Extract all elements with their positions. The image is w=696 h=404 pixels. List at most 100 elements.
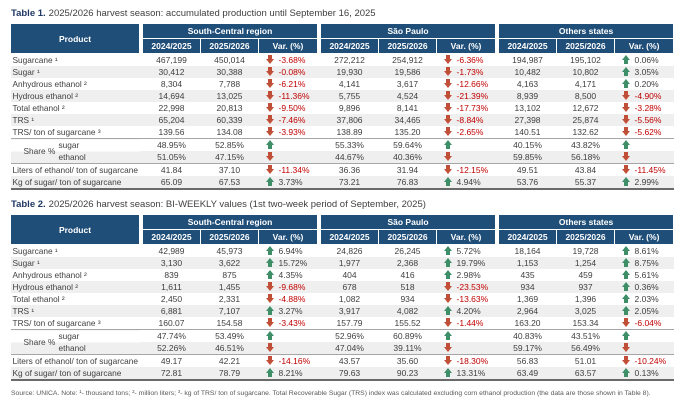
- up-arrow-icon: [265, 331, 275, 340]
- value-cell: 139.56: [142, 126, 201, 139]
- value-cell: 1,977: [320, 257, 379, 269]
- up-arrow-icon: [265, 270, 275, 279]
- column-gap: [317, 329, 321, 342]
- value-cell: 19,930: [320, 66, 379, 78]
- variation-cell: 19.79%: [436, 257, 496, 269]
- up-arrow-icon: [265, 246, 275, 255]
- value-cell: 13,102: [498, 102, 557, 114]
- column-gap: [317, 269, 321, 281]
- value-cell: 22,998: [142, 102, 201, 114]
- value-cell: 53.76: [498, 176, 557, 190]
- value-cell: 43.57: [320, 354, 379, 367]
- column-gap: [495, 102, 499, 114]
- value-cell: 194,987: [498, 53, 557, 66]
- variation-cell: -6.21%: [258, 78, 318, 90]
- variation-cell: -4.88%: [258, 293, 318, 305]
- variation-cell: 2.99%: [614, 176, 674, 190]
- value-cell: 65.09: [142, 176, 201, 190]
- variation-value: -3.68%: [278, 55, 306, 65]
- column-gap: [495, 257, 499, 269]
- table-row: Kg of sugar/ ton of sugarcane 72.81 78.79 8…: [10, 367, 674, 381]
- value-cell: 3,130: [142, 257, 201, 269]
- value-cell: 875: [200, 269, 259, 281]
- down-arrow-icon: [265, 55, 275, 64]
- table-section-1: Table 1. 2025/2026 harvest season: accumu…: [10, 8, 696, 190]
- variation-cell: -5.62%: [614, 126, 674, 139]
- table-row: Sugarcane ¹ 42,989 45,973 6.94% 24,826 26,245…: [10, 244, 674, 257]
- variation-value: -11.36%: [278, 91, 310, 101]
- up-arrow-icon: [621, 79, 631, 88]
- variation-cell: [436, 329, 496, 342]
- column-gap: [495, 354, 499, 367]
- down-arrow-icon: [443, 282, 453, 291]
- value-cell: 140.51: [498, 126, 557, 139]
- column-gap: [139, 66, 143, 78]
- table-row: 52.26% 46.51% 47.04% 39.11% 59.17% 56.49%: [11, 342, 674, 355]
- year-column-header: 2024/2025: [498, 229, 558, 245]
- variation-value: -18.30%: [456, 356, 489, 366]
- column-gap: [317, 244, 321, 257]
- value-cell: 254,912: [378, 53, 437, 66]
- column-gap: [317, 342, 321, 355]
- table-row: Share % sugar ethanol 47.74% 53.49% 52.96% 60.…: [10, 329, 674, 355]
- product-column-header: Product: [10, 23, 140, 54]
- variation-value: 4.94%: [456, 177, 481, 187]
- column-gap: [139, 23, 143, 54]
- value-cell: 934: [378, 293, 437, 305]
- down-arrow-icon: [621, 127, 631, 136]
- value-cell: 47.04%: [320, 342, 379, 355]
- harvest-table-2: Product South-Central region São Paulo Othe…: [10, 214, 675, 381]
- variation-column-header: Var. (%): [436, 229, 497, 245]
- value-cell: 1,396: [556, 293, 615, 305]
- table-row: Hydrous ethanol ² 1,611 1,455 -9.68% 678 518 -…: [10, 281, 674, 293]
- variation-cell: -0.08%: [258, 66, 318, 78]
- variation-cell: [614, 138, 674, 151]
- variation-cell: 2.03%: [614, 293, 674, 305]
- value-cell: 19,586: [378, 66, 437, 78]
- value-cell: 65,204: [142, 114, 201, 126]
- share-sub-label-sugar: sugar: [58, 331, 80, 341]
- column-gap: [139, 329, 143, 342]
- variation-column-header: Var. (%): [257, 229, 319, 245]
- product-label: Sugar ¹: [10, 66, 140, 78]
- column-gap: [139, 354, 143, 367]
- variation-cell: -8.84%: [436, 114, 496, 126]
- column-gap: [139, 151, 143, 164]
- variation-value: 3.73%: [278, 177, 303, 187]
- variation-value: -11.34%: [278, 165, 310, 175]
- column-gap: [495, 126, 499, 139]
- table-section-2: Table 2. 2025/2026 harvest season: BI-WEE…: [10, 199, 696, 381]
- value-cell: 79.63: [320, 367, 379, 381]
- variation-cell: [258, 138, 318, 151]
- value-cell: 31.94: [378, 163, 437, 176]
- value-cell: 5,755: [320, 90, 379, 102]
- down-arrow-icon: [621, 356, 631, 365]
- variation-cell: -4.90%: [614, 90, 674, 102]
- value-cell: 60.89%: [378, 329, 437, 342]
- variation-value: -10.24%: [634, 356, 667, 366]
- up-arrow-icon: [621, 67, 631, 76]
- up-arrow-icon: [443, 331, 453, 340]
- value-cell: 934: [498, 281, 557, 293]
- variation-cell: 6.94%: [258, 244, 318, 257]
- product-label: TRS ¹: [10, 305, 140, 317]
- variation-cell: -9.68%: [258, 281, 318, 293]
- variation-column-header: Var. (%): [614, 38, 675, 54]
- column-gap: [317, 90, 321, 102]
- table1-title-label: Table 1.: [11, 8, 46, 19]
- share-group-wrap: Share % sugar ethanol: [11, 330, 140, 354]
- column-gap: [139, 342, 143, 355]
- column-gap: [495, 269, 499, 281]
- up-arrow-icon: [265, 258, 275, 267]
- column-gap: [495, 281, 499, 293]
- up-arrow-icon: [443, 368, 453, 377]
- up-arrow-icon: [621, 331, 631, 340]
- column-gap: [139, 138, 143, 151]
- value-cell: 4,171: [556, 78, 615, 90]
- table1-title: Table 1. 2025/2026 harvest season: accumu…: [11, 8, 696, 20]
- share-sub-label-sugar: sugar: [58, 140, 80, 150]
- value-cell: 46.51%: [200, 342, 259, 355]
- table-row: 51.05% 47.15% 44.67% 40.36% 59.85% 56.18%: [11, 151, 674, 164]
- variation-cell: -23.53%: [436, 281, 496, 293]
- variation-cell: -3.28%: [614, 102, 674, 114]
